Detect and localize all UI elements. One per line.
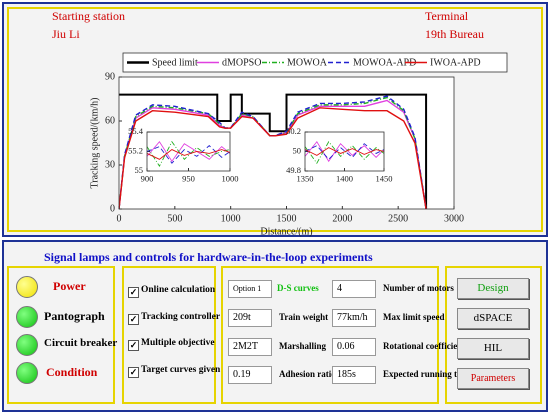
- x-tick-label: 1400: [336, 173, 353, 183]
- checkbox-label: Tracking controller: [141, 312, 221, 322]
- y-axis-label: Tracking speed/(km/h): [89, 97, 100, 188]
- y-tick-label: 49.8: [286, 165, 301, 175]
- y-tick-label: 50.2: [286, 126, 301, 136]
- series-group: [305, 140, 384, 165]
- lamp: [16, 276, 38, 298]
- x-tick-label: 1000: [222, 173, 239, 183]
- x-tick-label: 950: [182, 173, 195, 183]
- field-box: [221, 266, 439, 404]
- legend-label: Speed limit: [152, 57, 198, 68]
- chart-frame: [7, 7, 543, 232]
- lamp-box: [7, 266, 115, 404]
- checkbox-label: Online calculation: [141, 285, 216, 295]
- start-station: Jiu Li: [52, 27, 80, 41]
- lamp: [16, 334, 38, 356]
- end-station: 19th Bureau: [425, 27, 484, 41]
- x-tick-label: 900: [141, 173, 154, 183]
- series-line: [147, 145, 230, 164]
- series-line: [305, 147, 384, 156]
- x-axis-label: Distance/(m): [260, 226, 312, 237]
- series-line: [147, 140, 230, 163]
- field-label: D-S curves: [277, 283, 319, 293]
- x-tick-label: 1500: [277, 213, 297, 224]
- y-tick-label: 30: [105, 159, 115, 170]
- button-box: [445, 266, 542, 404]
- y-tick-label: 55: [135, 165, 144, 175]
- x-tick-label: 3000: [444, 213, 464, 224]
- lamp: [16, 362, 38, 384]
- input[interactable]: 0.06: [332, 338, 376, 356]
- legend-label: MOWOA: [287, 57, 328, 68]
- checkbox[interactable]: ✓: [128, 287, 139, 298]
- input[interactable]: 4: [332, 280, 376, 298]
- series-line: [119, 107, 427, 209]
- plot-frame: [118, 76, 455, 210]
- button[interactable]: dSPACE: [457, 308, 529, 329]
- input[interactable]: 185s: [332, 366, 376, 384]
- series-line: [305, 143, 384, 160]
- field-label: Train weight: [279, 312, 329, 322]
- x-tick-label: 500: [167, 213, 182, 224]
- field-label: Rotational coefficient: [383, 341, 466, 351]
- legend-label: dMOPSO: [222, 57, 261, 68]
- input[interactable]: 0.19: [228, 366, 272, 384]
- y-tick-label: 50: [293, 145, 302, 155]
- button[interactable]: Design: [457, 278, 529, 299]
- dropdown[interactable]: Option 1: [228, 280, 272, 298]
- checkbox[interactable]: ✓: [128, 367, 139, 378]
- input[interactable]: 2M2T: [228, 338, 272, 356]
- checkbox-box: [122, 266, 216, 404]
- checkbox[interactable]: ✓: [128, 340, 139, 351]
- x-tick-label: 1450: [376, 173, 393, 183]
- legend-box: [122, 52, 508, 73]
- x-tick-label: 0: [117, 213, 122, 224]
- plot-frame: [146, 131, 231, 172]
- field-label: Max limit speed: [383, 312, 445, 322]
- x-tick-label: 2500: [388, 213, 408, 224]
- series-line: [147, 149, 230, 160]
- x-tick-label: 1000: [221, 213, 241, 224]
- checkbox-label: Multiple objective: [141, 338, 215, 348]
- y-tick-label: 0: [110, 203, 115, 214]
- checkbox[interactable]: ✓: [128, 314, 139, 325]
- x-tick-label: 1350: [297, 173, 314, 183]
- checkbox-label: Target curves given: [141, 365, 221, 375]
- input[interactable]: 209t: [228, 309, 272, 327]
- lamp-label: Circuit breaker: [44, 337, 118, 349]
- y-tick-label: 90: [105, 71, 115, 82]
- series-group: [119, 93, 428, 209]
- lamp-label: Power: [53, 279, 86, 293]
- field-label: Adhesion ratio: [279, 369, 336, 379]
- button[interactable]: HIL: [457, 338, 529, 359]
- input[interactable]: 77km/h: [332, 309, 376, 327]
- button[interactable]: Parameters: [457, 368, 529, 389]
- y-tick-label: 60: [105, 115, 115, 126]
- x-tick-label: 2000: [332, 213, 352, 224]
- y-tick-label: 55.4: [128, 126, 144, 136]
- field-label: Expected running time: [383, 369, 472, 379]
- end-label: Terminal: [425, 9, 469, 23]
- legend-label: IWOA-APD: [430, 57, 481, 68]
- chart: 0 500 1000 1500 2000 2500 3000 0 30 60 90 Distance/…: [89, 52, 508, 237]
- legend-label: MOWOA-APD: [353, 57, 416, 68]
- lamp: [16, 306, 38, 328]
- plot-frame: [304, 131, 385, 172]
- series-line: [305, 140, 384, 163]
- series-group: [147, 140, 230, 168]
- lamp-label: Condition: [46, 365, 98, 379]
- lamp-label: Pantograph: [44, 309, 105, 323]
- y-tick-label: 55.2: [128, 145, 143, 155]
- start-label: Starting station: [52, 9, 125, 23]
- control-title: Signal lamps and controls for hardware-i…: [44, 250, 373, 264]
- field-label: Marshalling: [279, 341, 327, 351]
- field-label: Number of motors: [383, 283, 454, 293]
